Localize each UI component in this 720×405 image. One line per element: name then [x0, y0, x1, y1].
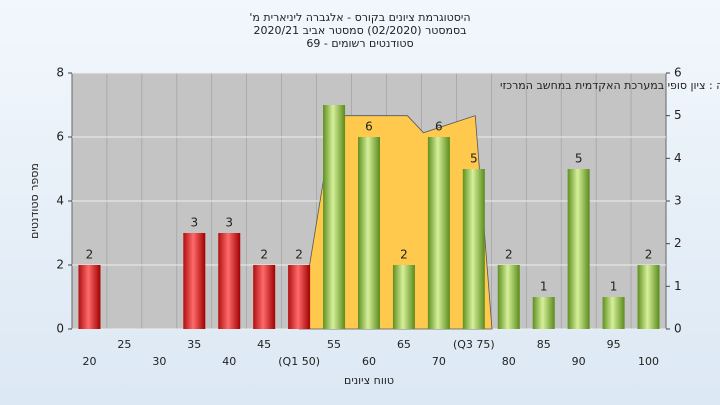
- x-tick-label: 20: [82, 355, 96, 368]
- bar: [253, 265, 276, 329]
- y2-tick-label: 2: [674, 236, 682, 250]
- x-tick-label: 45: [257, 338, 271, 351]
- bar: [358, 137, 380, 329]
- x-tick-label: 30: [152, 355, 166, 368]
- value-label: 3: [190, 216, 198, 230]
- value-label: 2: [295, 248, 303, 262]
- y2-tick-label: 4: [674, 151, 682, 165]
- x-tick-label: 70: [432, 355, 446, 368]
- x-tick-label: 100: [638, 355, 659, 368]
- y2-tick-label: 3: [674, 194, 682, 208]
- bar: [532, 297, 555, 329]
- x-tick-label: 95: [607, 338, 621, 351]
- bar: [183, 233, 206, 329]
- value-label: 1: [540, 280, 548, 294]
- y-tick-label: 8: [56, 66, 64, 80]
- y2-tick-label: 6: [674, 66, 682, 80]
- value-label: 2: [260, 248, 268, 262]
- x-tick-label: 40: [222, 355, 236, 368]
- value-label: 2: [86, 248, 94, 262]
- x-tick-label: 35: [187, 338, 201, 351]
- bar: [602, 297, 625, 329]
- chart-title: בסמסטר (02/2020) סמסטר אביב 2020/21: [253, 24, 466, 37]
- bar: [323, 105, 346, 329]
- x-tick-label: (Q3 75): [453, 338, 495, 351]
- value-label: 5: [470, 152, 478, 166]
- x-tick-label: 85: [537, 338, 551, 351]
- y2-tick-label: 0: [674, 322, 682, 336]
- x-tick-label: 60: [362, 355, 376, 368]
- x-tick-label: 80: [502, 355, 516, 368]
- y-tick-label: 4: [56, 194, 64, 208]
- value-label: 1: [610, 280, 618, 294]
- bar: [78, 265, 101, 329]
- value-label: 2: [400, 248, 408, 262]
- x-tick-label: 25: [117, 338, 131, 351]
- y2-tick-label: 1: [674, 279, 682, 293]
- bar: [218, 233, 241, 329]
- value-label: 6: [365, 120, 373, 134]
- y2-tick-label: 5: [674, 108, 682, 122]
- y-tick-label: 0: [56, 322, 64, 336]
- annotation: במשימה : ציון סופי במערכת האקדמית במחשב …: [500, 79, 720, 92]
- value-label: 6: [435, 120, 443, 134]
- value-label: 2: [645, 248, 653, 262]
- bar: [497, 265, 520, 329]
- value-label: 2: [505, 248, 513, 262]
- x-tick-label: 90: [572, 355, 586, 368]
- y-tick-label: 6: [56, 130, 64, 144]
- bar: [637, 265, 660, 329]
- x-axis-label: טווח ציונים: [344, 374, 394, 387]
- bar: [427, 137, 450, 329]
- chart-title: סטודנטים רשומים - 69: [306, 37, 413, 50]
- y-tick-label: 2: [56, 258, 64, 272]
- x-tick-label: 55: [327, 338, 341, 351]
- value-label: 5: [575, 152, 583, 166]
- x-tick-label: (Q1 50): [278, 355, 320, 368]
- y-axis-label: מספר סטודנטים: [28, 163, 41, 239]
- bar: [392, 265, 415, 329]
- chart-title: היסטוגרמת ציונים בקורס - אלגברה ליניארית…: [249, 11, 470, 24]
- bar: [567, 169, 590, 329]
- value-label: 3: [225, 216, 233, 230]
- x-tick-label: 65: [397, 338, 411, 351]
- bar: [288, 265, 311, 329]
- bar: [462, 169, 485, 329]
